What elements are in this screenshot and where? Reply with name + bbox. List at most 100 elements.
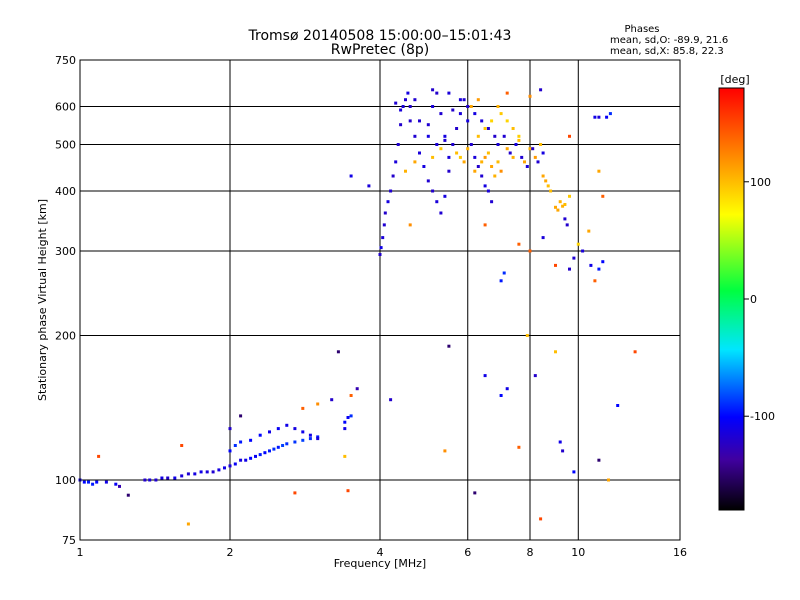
scatter-point — [276, 427, 280, 431]
scatter-point — [244, 458, 248, 462]
scatter-point — [349, 414, 353, 418]
scatter-point — [343, 427, 347, 431]
scatter-point — [589, 263, 593, 267]
scatter-point — [556, 208, 560, 212]
scatter-point — [293, 491, 297, 495]
scatter-point — [597, 267, 601, 271]
scatter-point — [228, 464, 232, 468]
scatter-point — [525, 165, 529, 168]
scatter-point — [293, 427, 297, 431]
scatter-point — [404, 169, 407, 173]
scatter-point — [233, 444, 237, 447]
scatter-point — [601, 194, 605, 198]
scatter-point — [447, 91, 451, 95]
scatter-point — [435, 91, 439, 95]
scatter-point — [505, 387, 509, 391]
scatter-point — [505, 147, 509, 151]
scatter-point — [528, 94, 532, 98]
scatter-point — [480, 160, 484, 164]
scatter-point — [517, 138, 521, 142]
chart-subtitle: RwPretec (8p) — [331, 42, 429, 58]
scatter-point — [301, 406, 305, 410]
scatter-point — [558, 440, 562, 444]
scatter-point — [539, 143, 543, 146]
scatter-point — [486, 151, 490, 155]
scatter-point — [382, 223, 386, 227]
scatter-point — [499, 169, 503, 173]
scatter-point — [517, 445, 521, 449]
scatter-point — [143, 478, 147, 482]
scatter-point — [486, 127, 490, 130]
scatter-point — [476, 165, 480, 168]
scatter-point — [95, 480, 99, 484]
scatter-point — [443, 194, 447, 198]
scatter-point — [490, 200, 494, 204]
scatter-point — [389, 189, 393, 193]
scatter-point — [439, 211, 443, 215]
grid — [80, 60, 680, 540]
scatter-point — [541, 151, 545, 155]
scatter-point — [508, 151, 512, 155]
scatter-point — [431, 88, 435, 92]
scatter-point — [160, 476, 164, 480]
scatter-point — [536, 160, 540, 164]
colorbar-tick-label: 0 — [750, 293, 757, 306]
scatter-point — [394, 101, 398, 105]
scatter-point — [173, 476, 177, 480]
scatter-point — [391, 174, 395, 178]
scatter-point — [473, 169, 477, 173]
scatter-point — [263, 451, 267, 455]
scatter-point — [404, 98, 407, 102]
scatter-point — [531, 147, 535, 151]
scatter-point — [443, 138, 447, 142]
scatter-point — [272, 447, 276, 451]
scatter-point — [114, 482, 118, 486]
scatter-point — [523, 160, 526, 164]
scatter-point — [413, 134, 417, 138]
scatter-point — [301, 430, 305, 434]
scatter-point — [435, 143, 439, 146]
scatter-point — [561, 449, 565, 453]
scatter-point — [343, 420, 347, 424]
scatter-point — [483, 184, 487, 188]
scatter-point — [276, 445, 280, 449]
scatter-point — [346, 416, 350, 419]
scatter-point — [82, 480, 86, 484]
scatter-point — [349, 174, 353, 178]
scatter-point — [554, 205, 557, 209]
scatter-point — [285, 423, 289, 427]
scatter-point — [587, 229, 591, 233]
scatter-point — [413, 98, 417, 102]
scatter-point — [549, 189, 553, 193]
colorbar — [719, 88, 744, 510]
scatter-point — [458, 155, 462, 159]
scatter-point — [435, 200, 439, 204]
scatter-point — [426, 123, 430, 127]
scatter-point — [496, 105, 500, 108]
scatter-point — [346, 489, 350, 493]
colorbar-label: [deg] — [720, 73, 749, 86]
y-tick-labels: 75 100 200 300 400 500 600 750 — [55, 54, 76, 547]
scatter-point — [469, 105, 473, 108]
scatter-point — [593, 115, 597, 119]
scatter-point — [389, 398, 393, 402]
plot-frame — [79, 59, 681, 541]
scatter-point — [480, 119, 484, 123]
x-axis-label: Frequency [MHz] — [334, 557, 426, 570]
scatter-point — [233, 462, 237, 466]
scatter-point — [431, 189, 435, 193]
scatter-point — [316, 402, 320, 406]
x-tick-label: 4 — [377, 546, 384, 559]
scatter-point — [268, 449, 271, 453]
scatter-point — [520, 155, 524, 159]
scatter-point — [563, 217, 567, 221]
y-tick-label: 600 — [55, 101, 76, 114]
scatter-point — [476, 98, 480, 102]
scatter-point — [541, 174, 545, 178]
scatter-point — [343, 454, 347, 458]
scatter-point — [502, 134, 506, 138]
stats-heading: Phases — [624, 24, 659, 35]
scatter-point — [511, 127, 515, 130]
scatter-point — [408, 119, 412, 123]
